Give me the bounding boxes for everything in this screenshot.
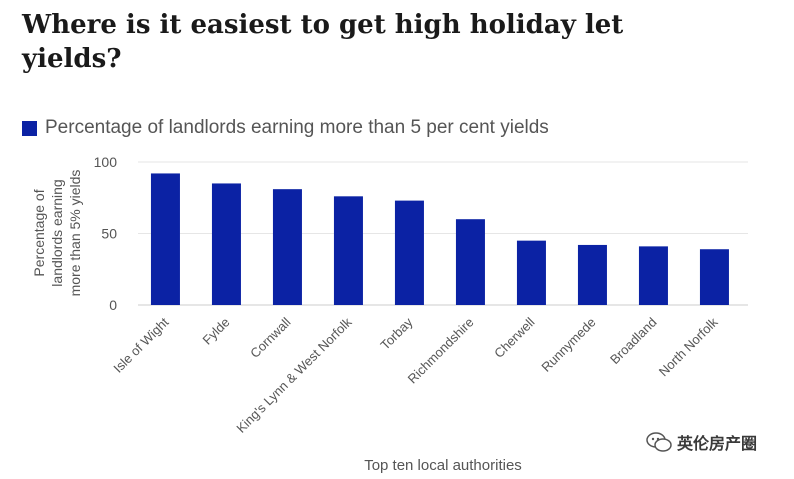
legend: Percentage of landlords earning more tha… bbox=[22, 117, 549, 139]
bar bbox=[333, 196, 363, 305]
watermark: 英伦房产圈 bbox=[645, 430, 757, 454]
x-tick-label: Cherwell bbox=[491, 314, 537, 360]
x-axis-label: Top ten local authorities bbox=[364, 457, 522, 474]
y-axis-label: landlords earning bbox=[49, 179, 65, 286]
y-tick-label: 50 bbox=[101, 226, 117, 242]
bar bbox=[638, 246, 668, 305]
bar bbox=[699, 249, 729, 305]
bar bbox=[150, 173, 180, 305]
legend-swatch bbox=[22, 120, 37, 136]
x-tick-label: Cornwall bbox=[247, 314, 293, 360]
wechat-icon bbox=[646, 432, 672, 452]
x-tick-label: Broadland bbox=[607, 315, 660, 368]
bar bbox=[272, 189, 302, 305]
chart-title: Where is it easiest to get high holiday … bbox=[22, 10, 624, 74]
bar bbox=[394, 200, 424, 305]
y-axis-label: Percentage of bbox=[31, 189, 47, 276]
bar bbox=[211, 183, 241, 305]
y-tick-label: 100 bbox=[94, 154, 118, 170]
bar bbox=[516, 240, 546, 305]
y-axis-label: more than 5% yields bbox=[67, 170, 83, 297]
x-tick-label: Richmondshire bbox=[405, 315, 477, 387]
x-tick-label: Torbay bbox=[377, 314, 416, 353]
legend-label: Percentage of landlords earning more tha… bbox=[45, 117, 549, 138]
bar bbox=[455, 219, 485, 305]
x-tick-label: Runnymede bbox=[538, 315, 598, 375]
x-tick-label: Isle of Wight bbox=[110, 314, 171, 375]
watermark-text: 英伦房产圈 bbox=[677, 434, 758, 453]
x-tick-label: North Norfolk bbox=[656, 314, 721, 379]
y-tick-label: 0 bbox=[109, 297, 117, 313]
bar bbox=[577, 244, 607, 305]
x-tick-label: King's Lynn & West Norfolk bbox=[233, 314, 355, 436]
x-tick-label: Fylde bbox=[199, 315, 232, 348]
